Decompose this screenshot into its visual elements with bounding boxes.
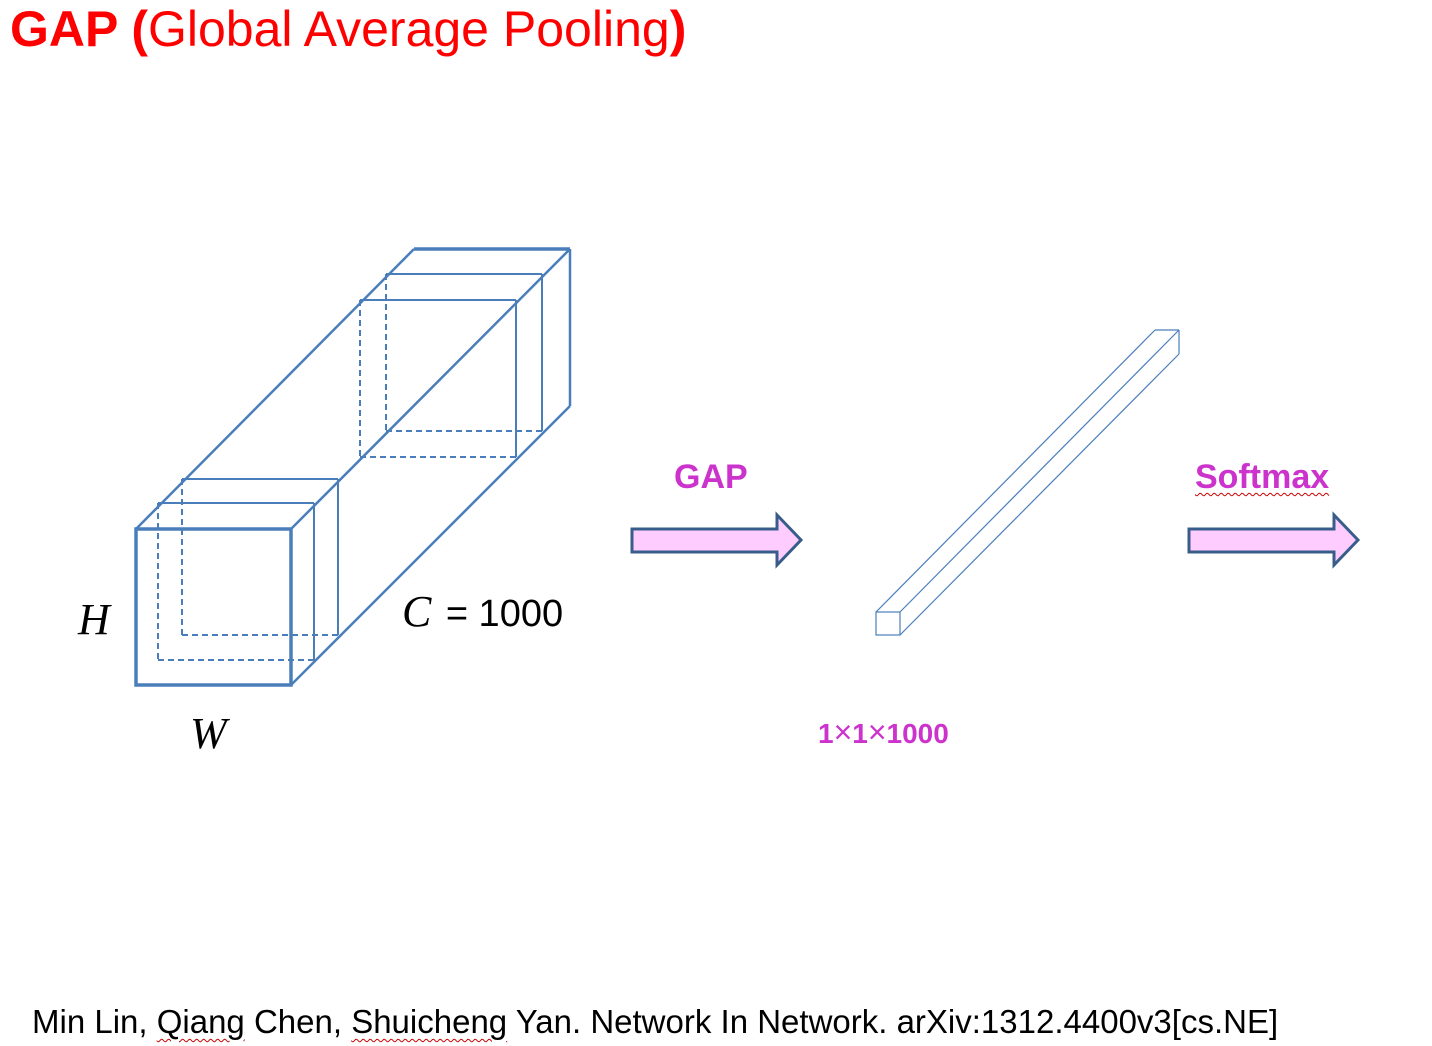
front-slices	[157, 478, 339, 661]
channel-label-group: C = 1000	[402, 586, 563, 637]
title-full: Global Average Pooling	[148, 1, 670, 57]
citation-part-1: Min Lin,	[32, 1003, 157, 1040]
output-shape-label: 1×1×1000	[818, 714, 949, 751]
output-vector	[875, 329, 1180, 636]
times-sign-2: ×	[867, 714, 887, 750]
shape-dim-2: 1	[852, 718, 868, 749]
title-close: )	[669, 1, 687, 57]
front-face	[134, 527, 293, 687]
title-abbrev: GAP (	[10, 1, 148, 57]
citation-part-4: Shuicheng	[351, 1003, 508, 1040]
gap-arrow-label: GAP	[674, 458, 748, 496]
slide-title: GAP (Global Average Pooling)	[10, 0, 686, 58]
softmax-arrow-icon	[1187, 511, 1361, 569]
softmax-arrow-label: Softmax	[1195, 458, 1330, 496]
channel-value: = 1000	[445, 593, 564, 635]
shape-dim-1: 1	[818, 718, 834, 749]
shape-dim-3: 1000	[886, 718, 949, 749]
width-label: W	[190, 709, 227, 758]
top-edge-right	[290, 248, 571, 530]
citation-part-2: Qiang	[156, 1003, 245, 1040]
feature-map-block	[134, 247, 572, 687]
gap-arrow-icon	[630, 511, 804, 569]
citation-part-3: Chen,	[244, 1003, 352, 1040]
height-label: H	[78, 595, 110, 644]
times-sign-1: ×	[833, 714, 853, 750]
top-edge-left	[135, 248, 415, 530]
channel-label: C	[402, 587, 432, 636]
bottom-edge-right	[290, 405, 571, 686]
citation: Min Lin, Qiang Chen, Shuicheng Yan. Netw…	[32, 1003, 1278, 1041]
back-slices	[359, 273, 543, 458]
citation-part-5: Yan. Network In Network. arXiv:1312.4400…	[507, 1003, 1279, 1040]
